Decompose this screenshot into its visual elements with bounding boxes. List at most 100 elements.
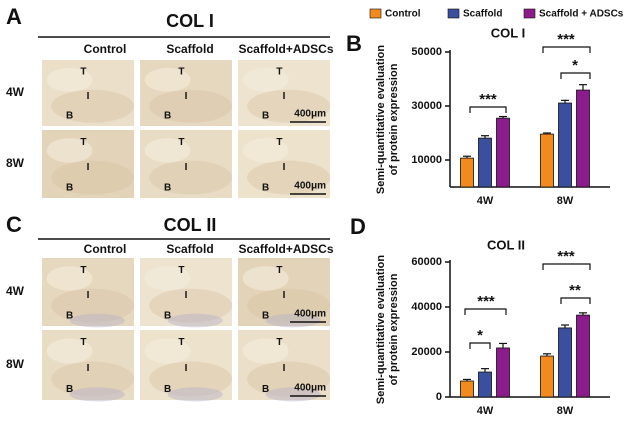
significance-label: *** xyxy=(557,31,575,48)
bar xyxy=(496,347,510,398)
panel-letter: B xyxy=(346,31,362,56)
tissue-patch xyxy=(247,361,330,397)
tissue-patch xyxy=(242,67,289,92)
tissue-patch xyxy=(149,160,233,195)
tissue-label: I xyxy=(185,162,188,173)
tissue-patch xyxy=(46,266,93,291)
tissue-label: I xyxy=(87,91,90,102)
tissue-label: T xyxy=(276,265,282,276)
tissue-label: B xyxy=(66,310,73,321)
error-bar xyxy=(481,135,489,139)
tissue-label: B xyxy=(262,182,269,193)
y-axis-label: Semi-quantitative evaluation xyxy=(375,45,387,194)
legend-swatch xyxy=(447,8,460,19)
tissue-patch xyxy=(144,67,191,92)
legend-swatch xyxy=(369,8,382,19)
error-bar xyxy=(499,115,507,119)
x-tick-label: 4W xyxy=(477,195,494,207)
x-tick-label: 8W xyxy=(557,195,574,207)
bar xyxy=(496,117,510,188)
panel-letter: D xyxy=(350,214,366,239)
significance-bracket xyxy=(464,308,507,315)
tissue-patch xyxy=(46,138,93,163)
panel-letter: A xyxy=(6,4,22,29)
tissue-patch xyxy=(242,338,289,364)
tissue-label: I xyxy=(185,363,188,374)
tissue-patch xyxy=(144,338,191,364)
tissue-label: T xyxy=(276,137,282,148)
tissue-patch xyxy=(247,89,330,123)
histology-image: T I B xyxy=(42,130,134,198)
tissue-label: T xyxy=(178,265,184,276)
error-bar xyxy=(561,324,569,328)
tissue-label: T xyxy=(80,137,86,148)
histology-image: T I B xyxy=(42,60,134,126)
row-label: 4W xyxy=(6,284,25,298)
tissue-label: T xyxy=(80,265,86,276)
significance-label: * xyxy=(477,327,483,344)
panel-letter: C xyxy=(6,212,22,237)
histology-image: T I B xyxy=(140,130,233,198)
tissue-label: B xyxy=(66,384,73,395)
error-bar xyxy=(481,368,489,373)
panel-title: COL I xyxy=(166,11,214,31)
tissue-label: B xyxy=(66,111,73,122)
tissue-patch xyxy=(51,288,134,323)
tissue-label: B xyxy=(262,310,269,321)
significance-bracket xyxy=(560,72,591,79)
chart-title: COL II xyxy=(487,237,525,252)
tissue-label: I xyxy=(185,290,188,301)
histology-image: T I B 400μm xyxy=(238,330,330,402)
tissue-patch xyxy=(144,266,191,291)
row-label: 4W xyxy=(6,85,25,99)
significance-bracket xyxy=(560,297,591,304)
tissue-label: B xyxy=(164,111,171,122)
histology-image: T I B 400μm xyxy=(238,60,330,126)
error-bar xyxy=(543,353,551,357)
error-bar xyxy=(579,84,587,91)
column-header: Scaffold+ADSCs xyxy=(238,42,333,56)
significance-bracket xyxy=(469,106,507,113)
error-bar xyxy=(499,342,507,348)
tissue-patch xyxy=(247,288,330,323)
bar xyxy=(558,327,572,398)
tissue-label: I xyxy=(87,290,90,301)
column-header: Control xyxy=(84,242,127,256)
y-tick-label: 10000 xyxy=(411,154,442,166)
y-tick-label: 0 xyxy=(436,391,442,403)
tissue-label: I xyxy=(283,91,286,102)
tissue-label: B xyxy=(262,111,269,122)
tissue-patch xyxy=(149,288,233,323)
bar xyxy=(478,371,492,398)
histology-image: T I B xyxy=(140,258,233,328)
histology-image: T I B 400μm xyxy=(238,130,330,198)
tissue-label: T xyxy=(178,137,184,148)
y-axis-label: Semi-quantitative evaluation xyxy=(375,255,387,404)
tissue-label: T xyxy=(178,337,184,348)
tissue-label: B xyxy=(66,182,73,193)
tissue-label: I xyxy=(283,290,286,301)
bar xyxy=(540,133,554,188)
tissue-patch xyxy=(144,138,191,163)
tissue-label: T xyxy=(80,337,86,348)
error-bar xyxy=(561,99,569,104)
bar xyxy=(540,355,554,398)
error-bar xyxy=(579,312,587,316)
x-tick-label: 4W xyxy=(477,405,494,417)
tissue-patch xyxy=(69,313,125,328)
tissue-label: T xyxy=(276,337,282,348)
tissue-patch xyxy=(167,313,223,328)
y-axis-label: of protein expression xyxy=(388,63,400,175)
tissue-patch xyxy=(69,387,125,402)
tissue-patch xyxy=(51,361,134,397)
tissue-label: I xyxy=(283,162,286,173)
tissue-patch xyxy=(247,160,330,195)
bar xyxy=(558,102,572,188)
histology-image: T I B xyxy=(42,330,134,402)
significance-bracket xyxy=(469,342,491,349)
tissue-label: I xyxy=(87,162,90,173)
chart-title: COL I xyxy=(491,25,525,40)
significance-label: ** xyxy=(569,282,581,299)
significance-label: *** xyxy=(557,248,575,265)
